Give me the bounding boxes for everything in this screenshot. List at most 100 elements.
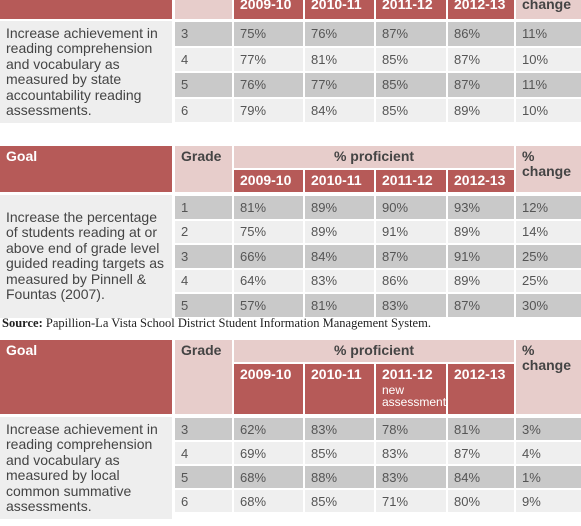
year-header: 2012-13	[448, 364, 514, 414]
value-cell: 85%	[305, 442, 374, 464]
grade-header: Grade	[175, 340, 232, 414]
value-cell: 89%	[448, 220, 514, 243]
value-cell: 69%	[234, 442, 303, 464]
year-header: 2011-12	[376, 0, 446, 19]
year-header: 2011-12 new assessments	[376, 364, 452, 414]
value-cell: 84%	[305, 245, 374, 268]
value-cell: 75%	[234, 22, 303, 46]
value-cell: 83%	[376, 466, 446, 488]
value-cell: 77%	[305, 73, 374, 97]
value-cell: 3%	[516, 418, 581, 440]
value-cell: 80%	[448, 490, 514, 512]
value-cell: 68%	[234, 466, 303, 488]
value-cell: 25%	[516, 245, 581, 268]
grade-cell: 5	[175, 466, 232, 488]
value-cell: 81%	[305, 294, 374, 317]
source-note: Source: Papillion-La Vista School Distri…	[2, 316, 431, 331]
value-cell: 83%	[376, 294, 446, 317]
value-cell: 77%	[234, 47, 303, 71]
value-cell: 85%	[376, 98, 446, 122]
value-cell: 85%	[376, 47, 446, 71]
year-header: 2011-12	[376, 170, 446, 192]
value-cell: 66%	[234, 245, 303, 268]
value-cell: 14%	[516, 220, 581, 243]
goal-text: Increase achievement in reading comprehe…	[0, 21, 172, 123]
proficient-header: % proficient	[234, 340, 514, 362]
grade-cell: 3	[175, 22, 232, 46]
value-cell: 85%	[376, 73, 446, 97]
value-cell: 84%	[305, 98, 374, 122]
year-header: 2010-11	[305, 170, 374, 192]
year-header: 2010-11	[305, 0, 374, 19]
value-cell: 83%	[305, 418, 374, 440]
value-cell: 71%	[376, 490, 446, 512]
grade-cell: 2	[175, 220, 232, 243]
value-cell: 11%	[516, 73, 581, 97]
value-cell: 75%	[234, 220, 303, 243]
value-cell: 4%	[516, 442, 581, 464]
value-cell: 85%	[305, 490, 374, 512]
goal-text: Increase achievement in reading comprehe…	[0, 417, 172, 519]
value-cell: 89%	[305, 220, 374, 243]
value-cell: 81%	[305, 47, 374, 71]
year-header: 2009-10	[234, 0, 303, 19]
value-cell: 57%	[234, 294, 303, 317]
value-cell: 9%	[516, 490, 581, 512]
grade-cell: 6	[175, 490, 232, 512]
value-cell: 30%	[516, 294, 581, 317]
value-cell: 76%	[305, 22, 374, 46]
value-cell: 91%	[448, 245, 514, 268]
value-cell: 83%	[305, 269, 374, 292]
goal-header	[0, 0, 172, 19]
year-header: 2009-10	[234, 364, 303, 414]
value-cell: 89%	[448, 269, 514, 292]
value-cell: 87%	[448, 294, 514, 317]
value-cell: 62%	[234, 418, 303, 440]
value-cell: 79%	[234, 98, 303, 122]
source-text: Papillion-La Vista School District Stude…	[45, 316, 431, 330]
value-cell: 68%	[234, 490, 303, 512]
value-cell: 81%	[448, 418, 514, 440]
goal-header: Goal	[0, 340, 172, 414]
grade-header: Grade	[175, 146, 232, 192]
year-header: 2010-11	[305, 364, 374, 414]
grade-cell: 4	[175, 269, 232, 292]
value-cell: 1%	[516, 466, 581, 488]
year-header: 2009-10	[234, 170, 303, 192]
value-cell: 10%	[516, 98, 581, 122]
grade-cell: 4	[175, 47, 232, 71]
value-cell: 76%	[234, 73, 303, 97]
value-cell: 87%	[376, 22, 446, 46]
value-cell: 10%	[516, 47, 581, 71]
value-cell: 84%	[448, 466, 514, 488]
value-cell: 78%	[376, 418, 446, 440]
value-cell: 86%	[376, 269, 446, 292]
grade-cell: 3	[175, 418, 232, 440]
grade-cell: 5	[175, 73, 232, 97]
proficient-header: % proficient	[234, 146, 514, 168]
change-header: % change	[516, 340, 581, 414]
change-header: % change	[516, 146, 581, 192]
value-cell: 93%	[448, 196, 514, 219]
value-cell: 86%	[448, 22, 514, 46]
value-cell: 83%	[376, 442, 446, 464]
goal-header: Goal	[0, 146, 172, 192]
grade-header	[175, 0, 232, 19]
source-label: Source:	[2, 316, 43, 330]
value-cell: 89%	[305, 196, 374, 219]
value-cell: 12%	[516, 196, 581, 219]
value-cell: 25%	[516, 269, 581, 292]
value-cell: 11%	[516, 22, 581, 46]
grade-cell: 4	[175, 442, 232, 464]
grade-cell: 6	[175, 98, 232, 122]
value-cell: 87%	[448, 47, 514, 71]
year-header: 2012-13	[448, 0, 514, 19]
value-cell: 87%	[376, 245, 446, 268]
goal-text: Increase the percentage of students read…	[0, 195, 172, 318]
value-cell: 91%	[376, 220, 446, 243]
grade-cell: 5	[175, 294, 232, 317]
value-cell: 89%	[448, 98, 514, 122]
value-cell: 87%	[448, 73, 514, 97]
year-header: 2012-13	[448, 170, 514, 192]
value-cell: 64%	[234, 269, 303, 292]
